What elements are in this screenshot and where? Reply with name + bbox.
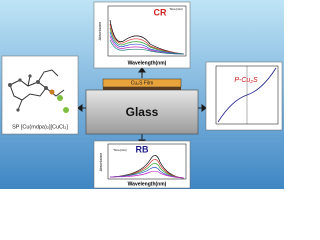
copper-atom [49,89,55,95]
cr-label: CR [154,7,167,17]
rb-curves [109,155,185,179]
molecule-panel [1,55,79,135]
glass-label: Glass [126,105,159,119]
rb-panel [93,140,191,189]
rb-label: RB [136,144,149,154]
glass-substrate [85,89,199,135]
iv-label: P-Cu₂S [234,77,258,84]
rb-x-label: Wavelength(nm) [128,181,167,187]
molecule-label: SP [Cu(mdpa)₂][CuCl₂] [12,124,68,130]
cr-curves [109,19,185,55]
cr-axes [107,5,187,57]
molecule-atoms-dark [8,74,48,112]
molecule-atoms [57,95,69,113]
cr-y-label: Absorbance [98,22,102,41]
rb-axes [107,143,187,180]
iv-curve [217,67,277,123]
cr-x-label: Wavelength(nm) [128,60,167,66]
film-label: Cu₂S Film [131,80,154,86]
film-base [103,87,181,90]
cr-panel [93,1,191,69]
arrows [77,67,207,145]
molecule-drawing [9,69,65,111]
cr-legend-title: Time(min) [169,7,182,11]
rb-legend-title: Time(min) [113,148,126,152]
rb-y-label: Absorbance [99,153,103,172]
graphical-abstract: Cu₂S Film Glass CR Time(min) Wavelength(… [0,0,284,189]
